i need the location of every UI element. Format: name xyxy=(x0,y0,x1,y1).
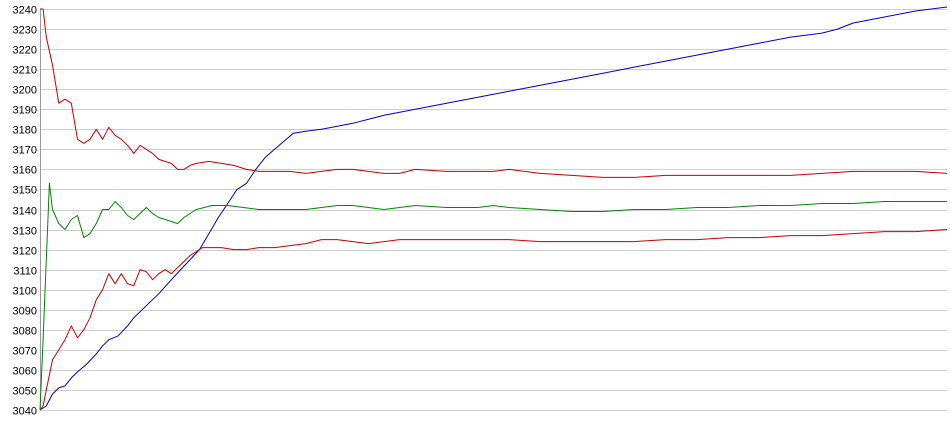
series-line-1 xyxy=(39,6,948,411)
y-tick-label: 3230 xyxy=(13,25,37,37)
y-axis-labels: 3040 3050 3060 3070 3080 3090 3100 3110 3120 3130… xyxy=(13,5,37,418)
y-tick-label: 3190 xyxy=(13,105,37,117)
y-tick-label: 3080 xyxy=(13,326,37,338)
y-tick-label: 3110 xyxy=(13,266,37,278)
y-tick-label: 3040 xyxy=(13,406,37,418)
series-line-3 xyxy=(39,182,947,411)
y-tick-label: 3180 xyxy=(13,125,37,137)
y-tick-label: 3100 xyxy=(13,286,37,298)
y-tick-label: 3240 xyxy=(13,5,37,17)
series-line-2 xyxy=(40,8,948,178)
y-tick-label: 3160 xyxy=(13,165,37,177)
y-tick-label: 3070 xyxy=(13,346,37,358)
y-tick-label: 3140 xyxy=(13,206,37,218)
grid-layer xyxy=(40,9,947,411)
y-tick-label: 3090 xyxy=(13,306,37,318)
y-tick-label: 3050 xyxy=(13,386,37,398)
y-tick-label: 3060 xyxy=(13,366,37,378)
y-tick-label: 3130 xyxy=(13,226,37,238)
y-tick-label: 3200 xyxy=(13,85,37,97)
y-tick-label: 3170 xyxy=(13,145,37,157)
y-tick-label: 3210 xyxy=(13,65,37,77)
y-tick-label: 3150 xyxy=(13,185,37,197)
series-line-4 xyxy=(39,229,948,411)
y-tick-label: 3120 xyxy=(13,246,37,258)
series-layer xyxy=(39,6,948,411)
y-tick-label: 3220 xyxy=(13,45,37,57)
